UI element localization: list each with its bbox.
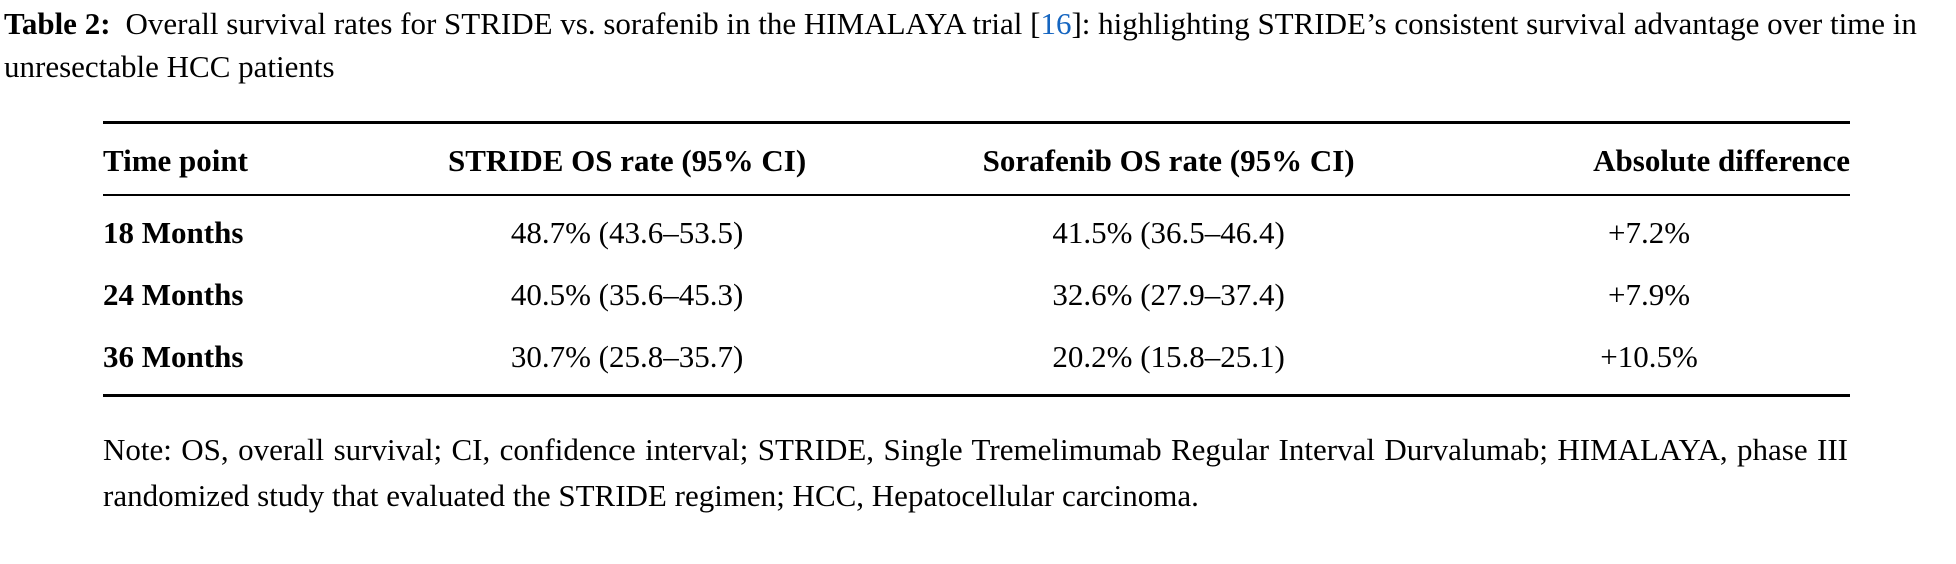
table-cell-time-point: 18 Months — [103, 215, 244, 250]
citation-link[interactable]: 16 — [1040, 6, 1072, 41]
table-caption: Table 2: Overall survival rates for STRID… — [0, 0, 1956, 88]
column-header-absolute-difference: Absolute difference — [1593, 143, 1850, 178]
table-row-36-months: 36 Months 30.7% (25.8–35.7) 20.2% (15.8–… — [103, 326, 1850, 396]
table-cell-stride-os: 48.7% (43.6–53.5) — [510, 215, 744, 250]
table-cell-stride-os: 40.5% (35.6–45.3) — [510, 277, 744, 312]
table-cell-time-point: 24 Months — [103, 277, 244, 312]
column-header-time-point: Time point — [103, 143, 248, 178]
table-note: Note: OS, overall survival; CI, confiden… — [103, 432, 1848, 513]
table-header-row-group: Time point STRIDE OS rate (95% CI) Soraf… — [103, 122, 1850, 195]
table-cell-absolute-difference: +7.2% — [1608, 215, 1691, 250]
caption-text-after-ref: ]: highlighting STRIDE’s consistent surv… — [4, 6, 1917, 84]
table-caption-label: Table 2: — [4, 6, 111, 41]
table-body: 18 Months 48.7% (43.6–53.5) 41.5% (36.5–… — [103, 195, 1850, 396]
survival-table-container: Time point STRIDE OS rate (95% CI) Soraf… — [103, 121, 1850, 397]
caption-text-before-ref: Overall survival rates for STRIDE vs. so… — [125, 6, 1041, 41]
table-cell-absolute-difference: +7.9% — [1608, 277, 1691, 312]
table-row-24-months: 24 Months 40.5% (35.6–45.3) 32.6% (27.9–… — [103, 264, 1850, 326]
table-cell-sorafenib-os: 32.6% (27.9–37.4) — [1052, 277, 1285, 312]
table-cell-absolute-difference: +10.5% — [1600, 339, 1698, 374]
table-row-18-months: 18 Months 48.7% (43.6–53.5) 41.5% (36.5–… — [103, 195, 1850, 264]
column-header-stride-os-rate: STRIDE OS rate (95% CI) — [447, 143, 807, 178]
column-header-sorafenib-os-rate: Sorafenib OS rate (95% CI) — [982, 143, 1355, 178]
table-header-row: Time point STRIDE OS rate (95% CI) Soraf… — [103, 122, 1850, 195]
survival-table: Time point STRIDE OS rate (95% CI) Soraf… — [103, 121, 1850, 397]
table-cell-time-point: 36 Months — [103, 339, 244, 374]
table-cell-sorafenib-os: 20.2% (15.8–25.1) — [1052, 339, 1285, 374]
table-cell-stride-os: 30.7% (25.8–35.7) — [510, 339, 744, 374]
table-cell-sorafenib-os: 41.5% (36.5–46.4) — [1052, 215, 1285, 250]
